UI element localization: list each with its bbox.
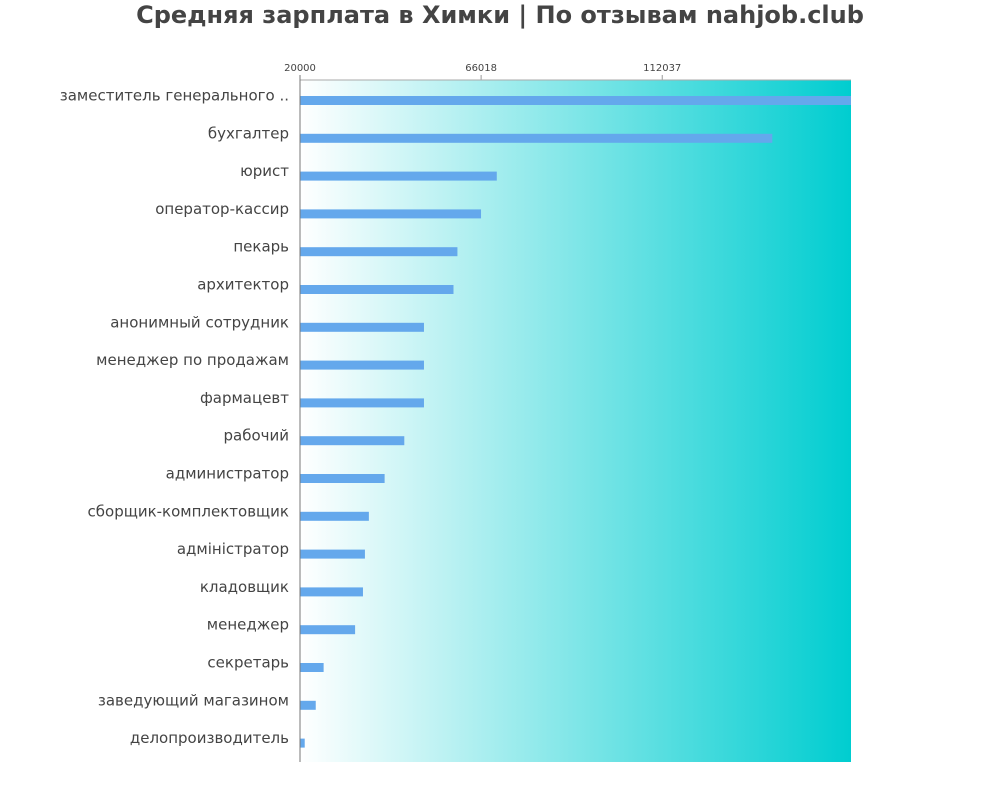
category-label: анонимный сотрудник <box>110 313 289 331</box>
category-label: адміністратор <box>177 540 289 558</box>
category-label: сборщик-комплектовщик <box>88 502 289 520</box>
bar <box>300 360 424 370</box>
bar <box>300 738 305 748</box>
category-label: рабочий <box>223 427 289 445</box>
bar <box>300 171 497 181</box>
category-label: юрист <box>240 162 289 180</box>
category-label: пекарь <box>233 238 289 256</box>
category-label: кладовщик <box>200 578 289 596</box>
bar <box>300 663 324 672</box>
category-label: оператор-кассир <box>155 200 289 218</box>
category-label: делопроизводитель <box>130 729 289 747</box>
bar <box>300 285 454 294</box>
category-label: заместитель генерального .. <box>60 87 289 105</box>
category-label: менеджер <box>207 616 289 634</box>
bar <box>300 511 369 521</box>
bar <box>300 398 424 408</box>
bar <box>300 322 424 332</box>
plot-background <box>300 80 851 762</box>
bar <box>300 587 363 597</box>
x-tick-label: 66018 <box>465 63 497 74</box>
bar <box>300 436 405 446</box>
x-tick-label: 20000 <box>284 63 316 74</box>
category-label: секретарь <box>207 654 289 672</box>
bar <box>300 209 482 219</box>
category-label: фармацевт <box>200 389 289 407</box>
x-tick-label: 112037 <box>643 63 681 74</box>
bar <box>300 625 356 635</box>
bar <box>300 700 316 710</box>
category-label: администратор <box>166 465 289 483</box>
chart-title: Средняя зарплата в Химки | По отзывам na… <box>136 1 864 29</box>
bar <box>300 474 385 483</box>
category-label: бухгалтер <box>208 124 289 142</box>
bar <box>300 247 458 257</box>
bar <box>300 96 851 105</box>
category-label: архитектор <box>197 276 289 294</box>
category-label: менеджер по продажам <box>96 351 289 369</box>
bar <box>300 549 365 559</box>
category-label: заведующий магазином <box>98 691 289 709</box>
bar <box>300 133 773 143</box>
